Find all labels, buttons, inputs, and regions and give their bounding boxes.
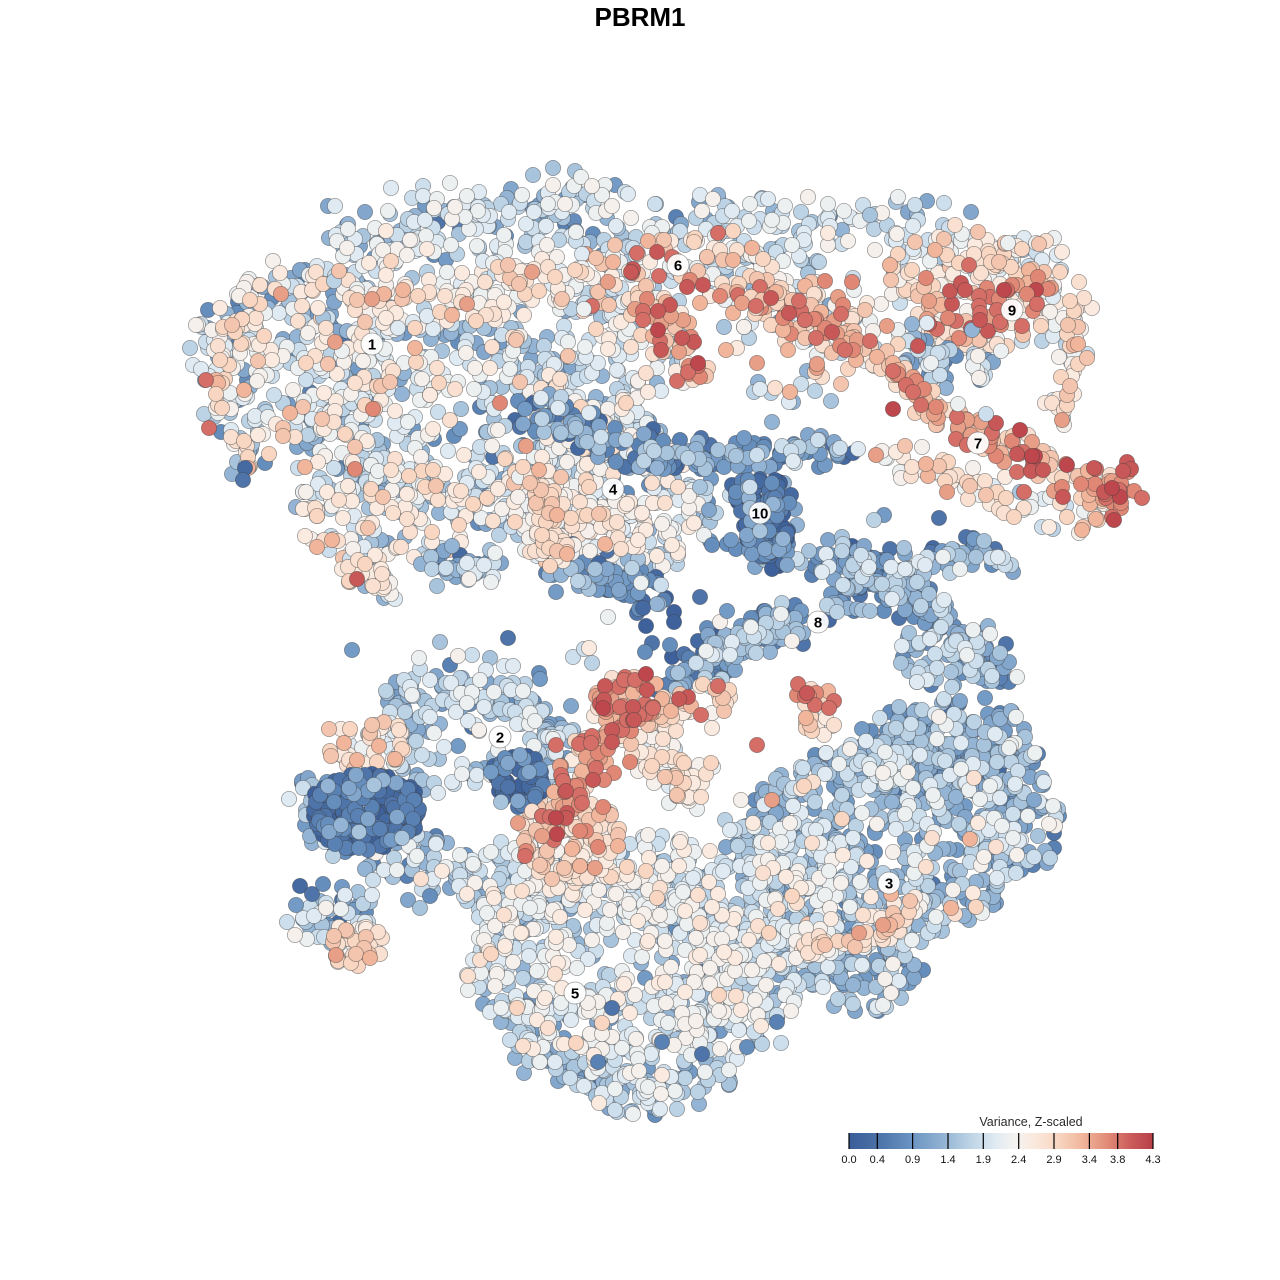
svg-text:PBRM1: PBRM1 [594, 2, 685, 32]
